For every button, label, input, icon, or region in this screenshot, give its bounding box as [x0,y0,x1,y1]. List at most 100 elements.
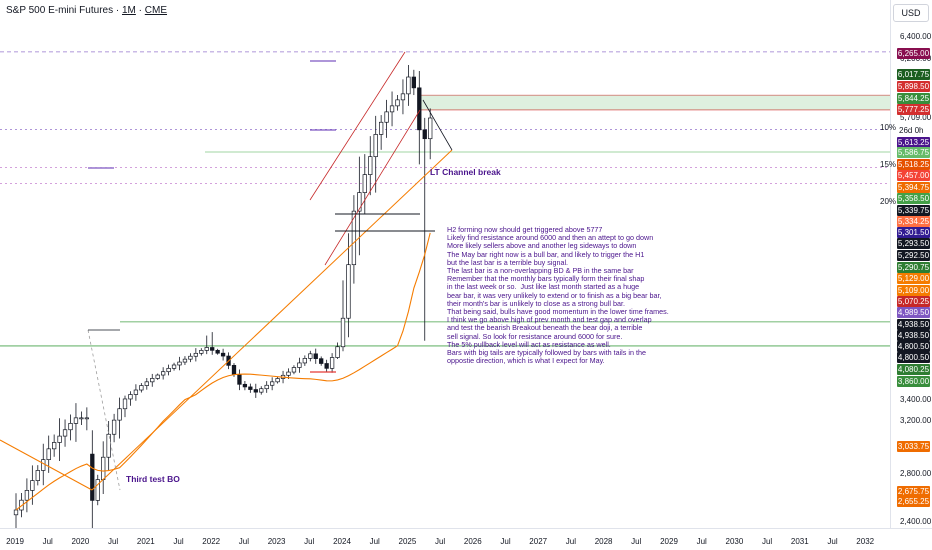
candle-body [417,87,422,131]
time-axis-label: Jul [631,537,642,546]
candle-body [41,459,46,471]
trend-line-main [91,149,453,491]
candle-body [395,99,400,107]
price-axis-label: 6,400.00 [900,32,932,41]
candle-body [389,105,395,113]
price-tag: 5,070.25 [897,296,930,307]
price-tag: 5,339.75 [897,205,930,216]
candle-body [384,111,389,123]
price-tag: 5,290.75 [897,262,930,273]
price-tag: 4,800.50 [897,352,930,363]
analysis-line: bear bar, it was very unlikely to extend… [447,290,662,300]
analysis-line: The last bar is a non-overlapping BD & P… [447,266,634,276]
candle-body [313,353,318,360]
price-tag: 5,518.25 [897,159,930,170]
price-tag: 5,129.00 [897,273,930,284]
candle-body [340,317,346,348]
candle-body [24,490,30,501]
candle-body [73,417,79,424]
currency-button[interactable]: USD [893,4,929,22]
time-axis-label: 2029 [660,537,678,546]
time-axis-label: 2027 [529,537,548,546]
price-axis-label: 3,400.00 [900,395,932,404]
candle-body [237,374,242,385]
candle-body [46,448,51,460]
symbol-name: S&P 500 E-mini Futures [6,5,114,16]
symbol-title[interactable]: S&P 500 E-mini Futures · 1M · CME [6,5,168,16]
candle-body [422,129,427,140]
analysis-line: and test the bearish Breakout beneath th… [447,323,643,333]
analysis-line: Bars with big tails are typically follow… [447,348,646,358]
time-axis-label: Jul [565,537,577,546]
channel-upper [309,51,406,201]
analysis-line: H2 forming now should get triggered abov… [447,225,603,234]
candle-body [188,355,193,360]
candle-body [122,398,128,410]
analysis-note: H2 forming now should get triggered abov… [447,225,697,365]
candle-body [117,408,122,421]
candle-body [264,384,269,390]
candle-body [346,264,351,319]
time-axis-label: 2028 [594,537,613,546]
price-tag: 5,334.25 [897,216,930,227]
chart-area[interactable] [0,0,890,540]
time-axis-label: 2019 [6,537,24,546]
price-tag: 5,109.00 [897,285,930,296]
price-tag: 5,613.25 [897,137,930,148]
candle-body [133,389,139,395]
candle-body [161,371,166,376]
candle-body [275,378,280,383]
time-axis-border [0,528,932,529]
time-axis-label: Jul [369,537,380,546]
time-axis-label: Jul [500,537,511,546]
moving-average-line [15,232,431,511]
price-tag: 4,800.50 [897,341,930,352]
price-tag: 4,938.50 [897,330,930,341]
candle-body [139,385,144,391]
candle-body [373,134,378,158]
candle-body [111,419,117,435]
candle-body [379,121,384,135]
time-axis-label: Jul [696,537,707,546]
analysis-line: I think we go above high of prev month a… [447,315,652,325]
price-tag: 5,394.75 [897,182,930,193]
pullback-label: 10% [880,123,897,132]
candle-body [351,210,357,266]
candle-body [90,453,95,501]
price-tag: 6,017.75 [897,69,930,80]
price-tag: 5,457.00 [897,170,930,181]
price-tag: 2,655.25 [897,496,930,507]
time-axis-label: 2030 [725,537,744,546]
candle-body [411,76,416,89]
candle-body [62,429,68,437]
price-tag: 6,265.00 [897,48,930,59]
price-tag: 5,777.25 [897,104,930,115]
candle-body [302,358,307,364]
candle-body [242,383,248,388]
time-axis-label: Jul [107,537,119,546]
time-axis-label: Jul [173,537,184,546]
price-tag: 4,989.50 [897,307,930,318]
lt-channel-break-label: LT Channel break [430,167,501,177]
analysis-line: their month's bar is unlikely to close a… [447,298,625,308]
analysis-line: in the last week or so. Just like last m… [447,282,640,292]
candle-body [231,365,237,376]
candle-body [329,357,335,369]
candle-body [13,509,19,516]
projection-line [422,99,453,151]
third-test-label: Third test BO [126,474,180,484]
bar-countdown: 26d 0h [899,126,924,135]
price-tag: 5,293.50 [897,238,930,249]
time-axis-label: Jul [304,537,315,546]
candle-body [177,361,182,366]
price-tag: 5,586.75 [897,147,930,158]
analysis-line: but the last bar is a terrible buy signa… [447,257,569,267]
price-tag: 5,358.50 [897,193,930,204]
candle-body [215,349,220,354]
interval-label[interactable]: 1M [121,5,136,16]
time-axis-label: 2031 [790,537,809,546]
price-tag: 5,844.25 [897,93,930,104]
analysis-line: Likely find resistance around 6000 and t… [447,233,654,243]
chart-canvas[interactable] [0,0,890,540]
analysis-line: sell signal. So look for resistance arou… [447,331,623,341]
